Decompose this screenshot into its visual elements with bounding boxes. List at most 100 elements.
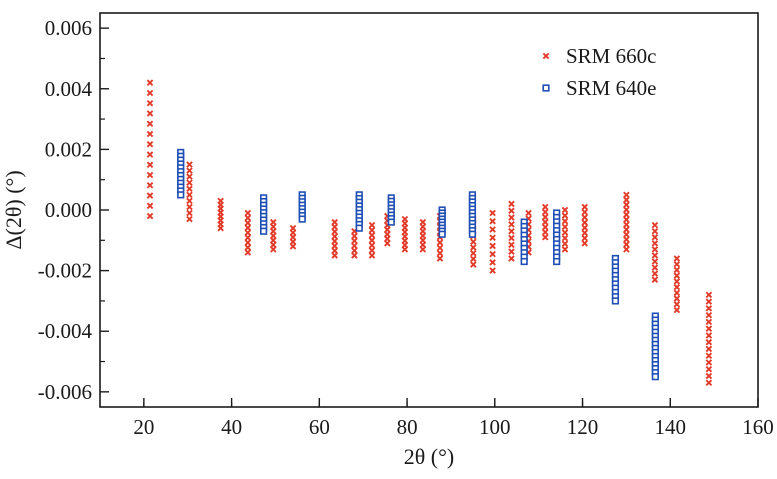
data-point-x [186, 173, 193, 180]
legend: SRM 660c SRM 640e [542, 44, 656, 100]
data-point-square [260, 227, 268, 235]
data-point-x [705, 298, 713, 305]
data-point-x [146, 171, 154, 179]
data-point-x [581, 208, 588, 216]
data-point-x [651, 227, 659, 235]
data-point-x [508, 207, 515, 215]
legend-label: SRM 660c [566, 44, 656, 68]
data-point-x [351, 232, 358, 240]
data-point-x [651, 276, 659, 283]
data-point-x [541, 228, 549, 236]
series-srm-640e [177, 148, 659, 381]
data-point-square [520, 257, 528, 266]
data-point-x [508, 214, 515, 221]
data-point-x [673, 272, 681, 279]
x-axis: 20 40 60 80 100 120 140 160 [133, 398, 774, 439]
data-point-x [508, 227, 515, 235]
data-point-square [651, 373, 659, 381]
data-point-x [673, 301, 681, 308]
data-point-x [351, 242, 358, 250]
data-point-x [673, 289, 681, 297]
point-cluster [508, 200, 515, 262]
data-point-x [146, 212, 154, 220]
data-point-x [146, 140, 154, 148]
data-point-x [561, 206, 569, 214]
data-point-x [623, 211, 630, 218]
data-point-x [623, 206, 630, 213]
y-tick-label: 0.002 [45, 137, 92, 161]
data-point-x [146, 79, 154, 86]
data-point-x [581, 214, 588, 221]
data-point-x [561, 217, 569, 225]
point-cluster [351, 227, 358, 259]
point-cluster [244, 209, 252, 256]
data-point-x [470, 238, 477, 246]
data-point-x [489, 217, 496, 225]
data-point-x [289, 243, 297, 250]
data-point-x [673, 278, 681, 285]
data-point-x [470, 244, 477, 251]
point-cluster [489, 209, 496, 274]
data-point-x [673, 260, 681, 268]
data-point-x [146, 192, 154, 199]
x-tick-label: 120 [567, 415, 599, 439]
data-point-x [705, 325, 713, 332]
data-point-x [705, 352, 713, 359]
data-point-x [244, 229, 252, 237]
point-cluster [651, 312, 659, 381]
data-point-x [331, 252, 338, 259]
data-point-x [705, 338, 713, 346]
point-cluster [673, 255, 681, 314]
data-point-x [705, 311, 713, 319]
series-srm-660c [146, 79, 713, 387]
data-point-x [186, 215, 193, 223]
point-cluster [623, 191, 630, 253]
data-point-x [623, 226, 630, 233]
data-point-x [146, 99, 154, 107]
data-point-x [541, 218, 549, 226]
y-tick-label: -0.006 [38, 380, 92, 404]
y-axis: 0.006 0.004 0.002 0.000 -0.002 -0.004 -0.006 [38, 16, 109, 404]
point-cluster [651, 221, 659, 283]
data-point-x [705, 291, 713, 299]
data-point-x [525, 209, 532, 217]
data-point-x [651, 270, 659, 277]
point-cluster [289, 224, 297, 250]
data-point-x [470, 261, 477, 268]
data-point-x [705, 332, 713, 339]
point-cluster [611, 254, 620, 305]
data-point-x [673, 283, 681, 291]
data-point-x [623, 196, 630, 204]
data-point-x [561, 223, 569, 231]
y-tick-label: 0.000 [45, 198, 92, 222]
data-point-x [186, 167, 193, 174]
data-point-x [244, 234, 252, 241]
data-point-x [623, 216, 630, 223]
data-point-x [541, 223, 549, 231]
data-point-x [146, 202, 154, 210]
data-point-x [541, 213, 549, 221]
data-point-x [368, 247, 376, 254]
data-point-x [541, 208, 549, 216]
data-point-x [186, 179, 193, 186]
point-cluster [186, 161, 193, 223]
point-cluster [146, 79, 154, 220]
data-point-x [705, 305, 713, 312]
data-point-x [705, 379, 713, 387]
data-point-x [186, 203, 193, 211]
point-cluster [419, 218, 427, 253]
point-cluster [298, 191, 306, 223]
data-point-x [489, 259, 496, 266]
point-cluster [331, 218, 338, 259]
data-point-x [651, 221, 659, 229]
data-point-x [351, 247, 358, 254]
data-point-x [623, 231, 630, 238]
data-point-x [489, 242, 496, 250]
point-cluster [260, 194, 268, 235]
data-point-x [673, 255, 681, 262]
plot-marks [146, 79, 713, 387]
data-point-x [541, 234, 549, 241]
data-point-x [244, 224, 252, 232]
data-point-x [581, 234, 588, 242]
